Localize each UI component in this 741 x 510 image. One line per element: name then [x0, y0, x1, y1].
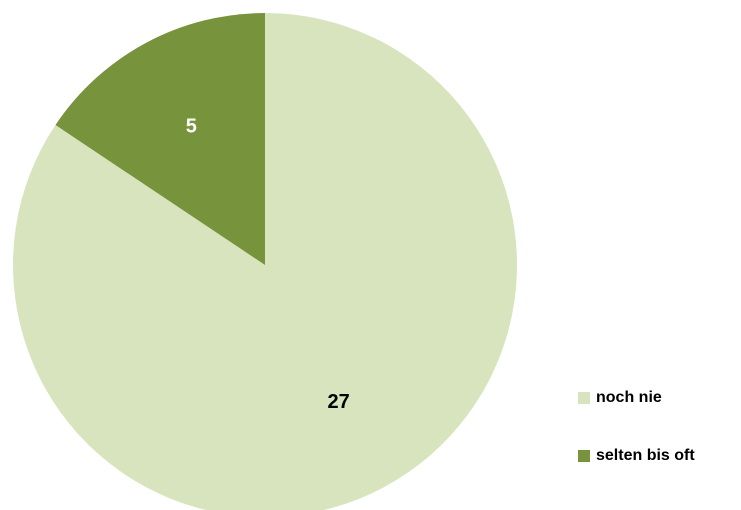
pie-slice [55, 13, 265, 265]
legend-swatch [578, 392, 590, 404]
legend-swatch [578, 450, 590, 462]
legend-label: selten bis oft [596, 447, 695, 464]
data-label: 27 [328, 391, 350, 413]
pie-slice [13, 13, 517, 510]
legend-label: noch nie [596, 389, 662, 406]
data-label: 5 [186, 115, 197, 137]
